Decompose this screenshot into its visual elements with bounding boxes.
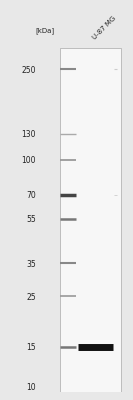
Text: U-87 MG: U-87 MG bbox=[91, 16, 117, 41]
Bar bbox=[60, 48, 121, 392]
Text: [kDa]: [kDa] bbox=[35, 28, 55, 34]
